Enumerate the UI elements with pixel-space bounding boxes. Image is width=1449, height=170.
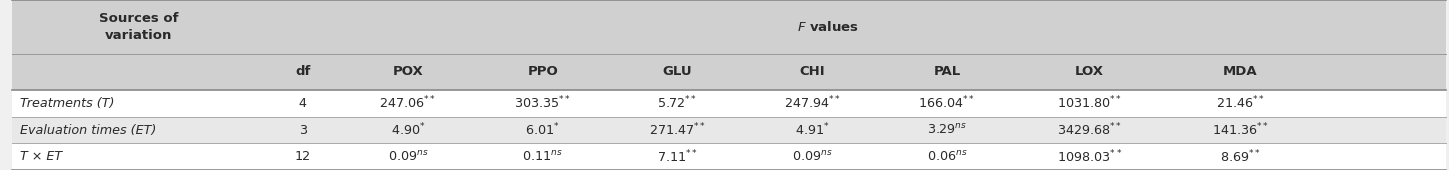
Text: 0.11$^{ns}$: 0.11$^{ns}$ (522, 150, 564, 164)
Text: CHI: CHI (800, 65, 824, 78)
Text: 12: 12 (294, 150, 312, 163)
Text: 4.90$^{*}$: 4.90$^{*}$ (391, 122, 425, 138)
Bar (12, 0, 1446, 54)
Text: T × ET: T × ET (20, 150, 62, 163)
Text: Evaluation times (ET): Evaluation times (ET) (20, 124, 156, 137)
Text: 7.11$^{**}$: 7.11$^{**}$ (656, 148, 698, 165)
Text: 4: 4 (298, 97, 307, 110)
Text: 0.09$^{ns}$: 0.09$^{ns}$ (791, 150, 833, 164)
Bar (12, 143, 1446, 170)
Text: 3.29$^{ns}$: 3.29$^{ns}$ (927, 123, 966, 137)
Text: GLU: GLU (662, 65, 693, 78)
Text: 166.04$^{**}$: 166.04$^{**}$ (919, 95, 975, 112)
Text: 1098.03$^{**}$: 1098.03$^{**}$ (1056, 148, 1123, 165)
Text: 3: 3 (298, 124, 307, 137)
Text: df: df (296, 65, 310, 78)
Text: MDA: MDA (1223, 65, 1258, 78)
Text: 303.35$^{**}$: 303.35$^{**}$ (514, 95, 571, 112)
Text: 4.91$^{*}$: 4.91$^{*}$ (796, 122, 829, 138)
Text: Sources of
variation: Sources of variation (99, 12, 178, 41)
Text: LOX: LOX (1075, 65, 1104, 78)
Text: 6.01$^{*}$: 6.01$^{*}$ (526, 122, 559, 138)
Text: 21.46$^{**}$: 21.46$^{**}$ (1216, 95, 1265, 112)
Text: 1031.80$^{**}$: 1031.80$^{**}$ (1058, 95, 1122, 112)
Text: 247.94$^{**}$: 247.94$^{**}$ (784, 95, 840, 112)
Text: 5.72$^{**}$: 5.72$^{**}$ (658, 95, 697, 112)
Text: POX: POX (393, 65, 423, 78)
Text: 0.09$^{ns}$: 0.09$^{ns}$ (387, 150, 429, 164)
Bar (12, 117, 1446, 143)
Text: PAL: PAL (933, 65, 961, 78)
Text: 3429.68$^{**}$: 3429.68$^{**}$ (1058, 122, 1122, 138)
Text: 141.36$^{**}$: 141.36$^{**}$ (1211, 122, 1269, 138)
Text: 271.47$^{**}$: 271.47$^{**}$ (649, 122, 706, 138)
Text: 247.06$^{**}$: 247.06$^{**}$ (380, 95, 436, 112)
Bar (12, 54, 1446, 90)
Text: PPO: PPO (527, 65, 558, 78)
Text: 0.06$^{ns}$: 0.06$^{ns}$ (926, 150, 968, 164)
Text: $\it{F}$ values: $\it{F}$ values (797, 20, 859, 34)
Text: 8.69$^{**}$: 8.69$^{**}$ (1220, 148, 1261, 165)
Text: Treatments (T): Treatments (T) (20, 97, 114, 110)
Bar (12, 90, 1446, 117)
